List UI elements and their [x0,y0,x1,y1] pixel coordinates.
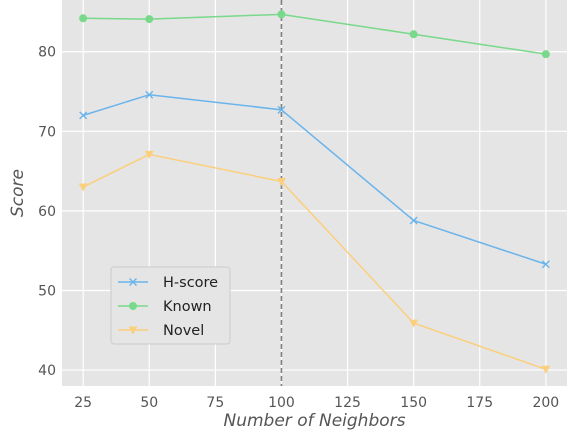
data-point-known [277,10,286,19]
data-point-known [541,50,550,59]
series-known [79,10,550,59]
y-tick-label: 50 [38,283,56,299]
y-tick-label: 70 [38,124,56,140]
legend-box [110,266,231,345]
legend-label-h-score: H-score [163,275,218,291]
data-point-h-score [79,111,88,120]
data-point-novel [541,365,551,374]
x-tick-label: 75 [206,395,224,411]
grid-lines [62,0,567,386]
x-tick-label: 100 [268,395,295,411]
y-axis-label: Score [8,169,28,217]
x-tick-labels: 25 50 75 100 125 150 175 200 [74,395,559,411]
data-point-novel [276,177,286,186]
legend-marker-novel [128,326,138,335]
series-group [78,10,551,374]
series-h-score [79,90,550,269]
data-point-h-score [409,216,418,225]
legend-marker-known [129,302,137,310]
data-point-known [409,30,418,39]
x-tick-label: 50 [140,395,158,411]
data-point-novel [409,319,419,328]
data-point-h-score [277,105,286,114]
legend-label-novel: Novel [163,323,204,339]
x-tick-label: 125 [334,395,361,411]
y-tick-label: 40 [38,363,56,379]
series-novel [78,150,551,374]
x-tick-label: 175 [466,395,493,411]
x-tick-label: 25 [74,395,92,411]
y-tick-labels: 40 50 60 70 80 [38,45,56,379]
legend-label-known: Known [163,299,212,315]
x-axis-label: Number of Neighbors [224,411,406,431]
y-tick-label: 60 [38,204,56,220]
data-point-h-score [145,90,154,99]
y-tick-label: 80 [38,45,56,61]
x-tick-label: 150 [400,395,427,411]
data-point-novel [144,150,154,159]
data-point-novel [78,183,88,192]
data-point-known [79,14,88,23]
data-point-known [145,15,154,24]
legend: H-score Known Novel [110,266,231,345]
x-tick-label: 200 [532,395,559,411]
data-point-h-score [541,260,550,269]
legend-marker-h-score [129,278,137,286]
